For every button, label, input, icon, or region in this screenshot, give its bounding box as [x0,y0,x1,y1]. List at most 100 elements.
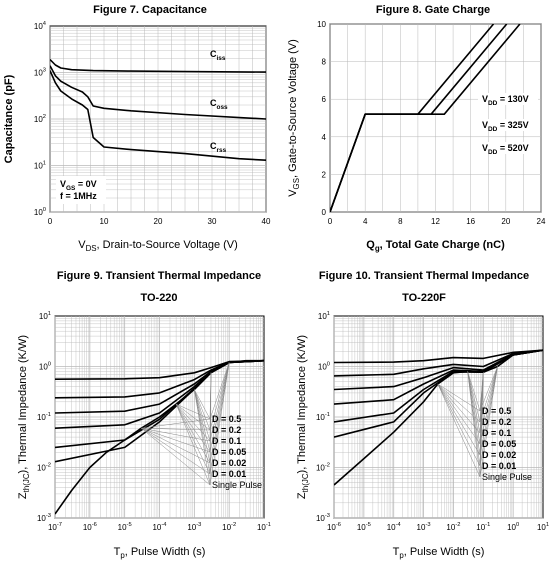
x-tick-label: 40 [262,217,271,226]
series-label: VDD = 520V [482,143,529,156]
y-tick-label: 101​ [318,311,330,321]
y-tick-label: 10-3​ [37,513,51,523]
x-tick-label: 0 [48,217,53,226]
guide-line [479,366,498,434]
fig7-x-axis-label: VDS, Drain-to-Source Voltage (V) [78,239,238,253]
series-label: D = 0.2 [212,425,241,435]
guide-line [479,366,498,467]
series-line-c-oss [50,65,266,120]
fig9-guide-lines [141,362,230,486]
guide-line [209,362,230,453]
y-tick-label: 104​ [34,21,47,31]
x-tick-label: 10-7​ [48,522,62,532]
guide-line [467,371,481,412]
series-label: D = 0.02 [212,458,246,468]
guide-line [141,427,211,431]
guide-line [141,427,211,475]
fig9-y-axis-label: Zth(JC), Thermal Impedance (K/W) [17,335,31,499]
x-tick-label: 24 [537,217,546,226]
x-tick-label: 10-5​ [118,522,132,532]
series-label: D = 0.01 [482,461,516,471]
series-label: D = 0.1 [482,428,511,438]
guide-line [209,362,230,442]
series-label: Single Pulse [212,480,262,490]
y-tick-label: 10 [317,20,326,29]
guide-line [467,371,481,445]
guide-line [479,366,498,423]
fig10-y-axis-label: Zth(JC), Thermal Impedance (K/W) [296,335,310,499]
fig10-subtitle: TO-220F [402,292,446,304]
x-tick-label: 0 [328,217,333,226]
x-tick-label: 4 [363,217,368,226]
series-line-single-pulse [55,359,264,515]
series-label-bg [478,119,538,131]
fig9-subtitle: TO-220 [140,292,177,304]
series-label: D = 0.2 [482,417,511,427]
fig10-x-axis-label: Tp, Pulse Width (s) [393,546,485,560]
guide-line [141,418,211,429]
y-tick-label: 10-2​ [37,463,51,473]
fig7-title: Figure 7. Capacitance [93,4,207,16]
y-tick-label: 101​ [34,161,46,171]
guide-line [479,366,498,412]
series-line-v-dd-520v [330,24,521,212]
fig10-series [334,349,543,486]
x-tick-label: 10-3​ [417,522,431,532]
fig9-grid [54,316,264,519]
guide-line [175,403,211,442]
x-tick-label: 10-1​ [257,522,271,532]
guide-line [194,389,211,453]
fig8-title: Figure 8. Gate Charge [376,4,490,16]
guide-line [176,403,211,420]
guide-line [467,371,481,478]
fig9-title: Figure 9. Transient Thermal Impedance [57,270,261,282]
fig7-y-axis-label: Capacitance (pF) [3,74,15,163]
x-tick-label: 10 [100,217,109,226]
guide-line [437,383,481,445]
fig10-guide-lines [437,366,498,478]
series-label: D = 0.5 [212,414,241,424]
guide-line [437,383,481,456]
guide-line [194,389,211,442]
guide-line [175,403,211,464]
condition-text: f = 1MHz [60,191,97,201]
fig10-grid [333,316,543,519]
guide-line [479,366,498,478]
guide-line [141,428,211,486]
x-tick-label: 10-4​ [152,522,167,532]
guide-line [209,362,230,475]
series-label-bg [478,142,538,154]
x-tick-label: 100​ [507,522,519,532]
guide-line [437,383,481,434]
guide-line [467,371,481,423]
x-tick-label: 10-4​ [387,522,402,532]
y-tick-label: 8 [322,58,327,67]
x-tick-label: 10-6​ [83,522,97,532]
y-tick-label: 2 [322,170,327,179]
series-line-c-iss [50,58,266,73]
guide-line [194,389,211,431]
series-label: D = 0.1 [212,436,241,446]
guide-line [209,362,230,464]
x-tick-label: 10-2​ [222,522,236,532]
x-tick-label: 30 [208,217,217,226]
guide-line [209,362,230,420]
fig8-series [330,24,521,212]
series-label: VDD = 130V [482,94,529,107]
x-tick-label: 16 [466,217,475,226]
guide-line [175,403,211,475]
guide-line [194,389,211,464]
guide-line [141,427,211,453]
x-tick-label: 12 [431,217,440,226]
x-tick-label: 8 [398,217,403,226]
y-tick-label: 6 [322,95,327,104]
fig8-x-axis-label: Qg, Total Gate Charge (nC) [366,239,505,253]
y-tick-label: 101​ [39,311,51,321]
series-label: Crss​ [210,141,227,154]
y-tick-label: 4 [322,133,327,142]
guide-line [479,366,498,456]
y-tick-label: 103​ [34,68,46,78]
fig8-y-axis-label: VGS, Gate-to-Source Voltage (V) [287,39,301,197]
